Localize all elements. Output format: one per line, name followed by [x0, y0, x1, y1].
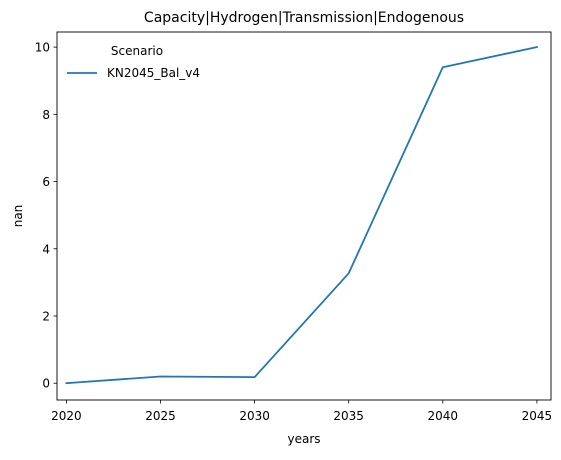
- series-line: [65, 46, 538, 385]
- y-tick-label: 2: [42, 309, 50, 323]
- y-tick-label: 0: [42, 377, 50, 391]
- y-tick-label: 8: [42, 108, 50, 122]
- x-tick-label: 2045: [522, 409, 553, 423]
- chart-title: Capacity|Hydrogen|Transmission|Endogenou…: [144, 10, 464, 26]
- plot-frame: [56, 31, 552, 401]
- legend: Scenario KN2045_Bal_v4: [67, 44, 200, 80]
- series-layer: [65, 46, 538, 385]
- x-tick-label: 2030: [239, 409, 270, 423]
- x-tick-label: 2035: [333, 409, 364, 423]
- x-axis-ticks: 2020 2025 2030 2035 2040 2045: [51, 400, 552, 423]
- plot-area: [57, 32, 551, 400]
- y-tick-label: 4: [42, 242, 50, 256]
- y-tick-label: 10: [35, 41, 50, 55]
- y-axis-label: nan: [11, 205, 25, 228]
- x-tick-label: 2040: [428, 409, 459, 423]
- legend-entry-label: KN2045_Bal_v4: [107, 66, 200, 80]
- x-tick-label: 2025: [145, 409, 176, 423]
- y-tick-label: 6: [42, 175, 50, 189]
- x-axis-label: years: [287, 432, 320, 446]
- x-tick-label: 2020: [51, 409, 82, 423]
- y-axis-ticks: 0 2 4 6 8 10: [35, 41, 57, 391]
- legend-title: Scenario: [111, 44, 163, 58]
